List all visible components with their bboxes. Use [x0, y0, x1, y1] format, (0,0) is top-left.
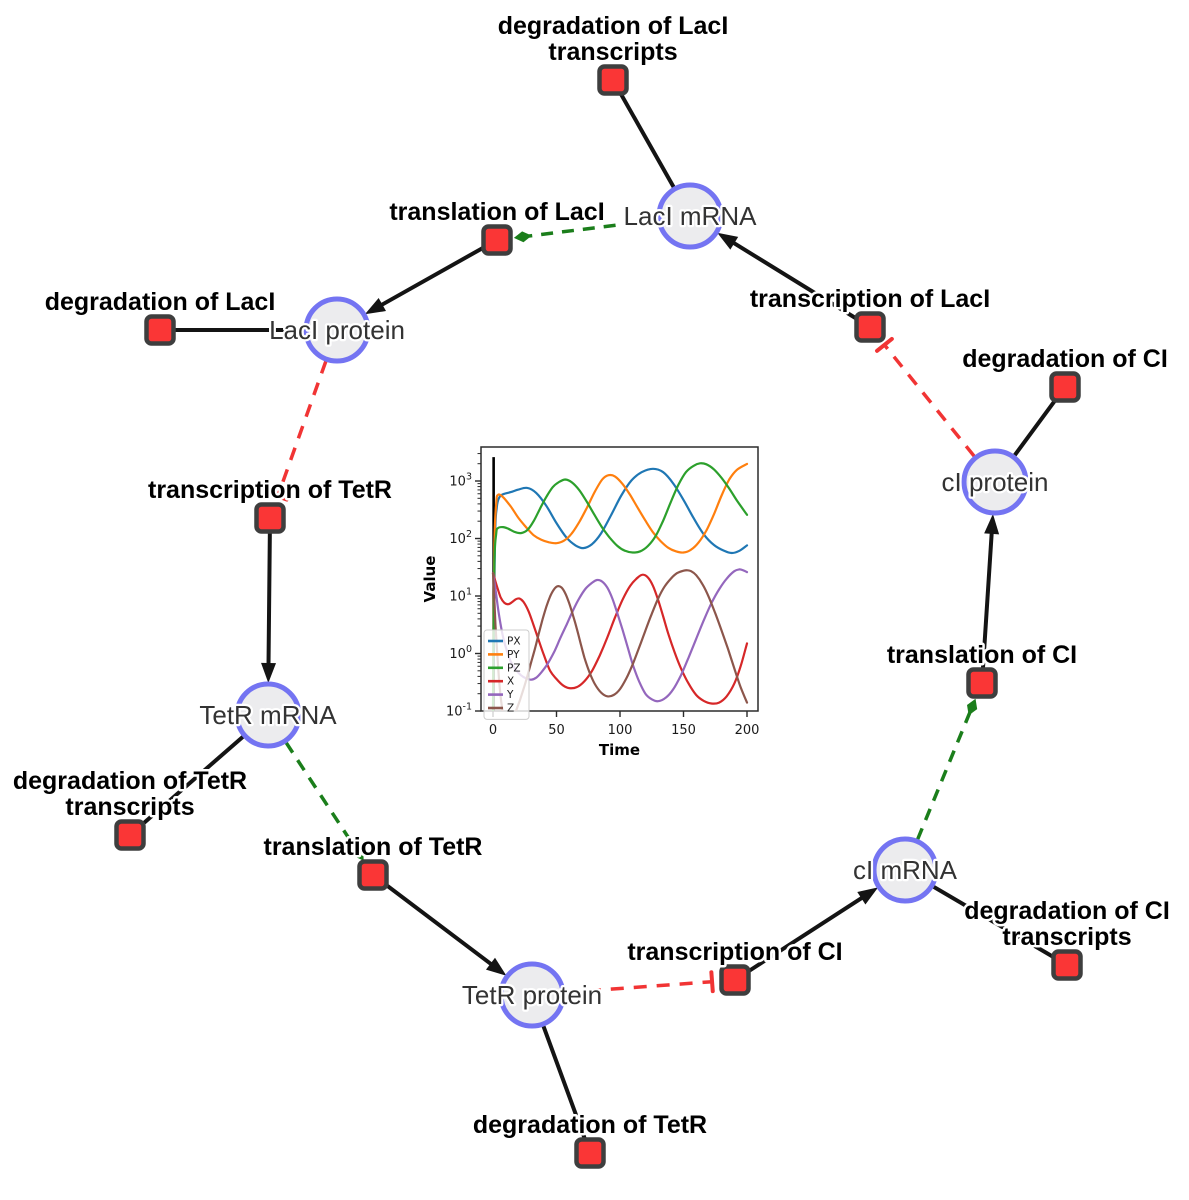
species-node-laci-protein[interactable] — [303, 296, 371, 364]
legend-label-PX: PX — [507, 636, 521, 648]
x-axis-label: Time — [599, 741, 640, 759]
species-node-tetr-protein[interactable] — [498, 961, 566, 1029]
x-tick-label: 150 — [671, 723, 696, 738]
arrowhead-icon — [364, 297, 386, 315]
edges-layer — [139, 91, 1058, 1141]
inhibition-edge--laci-protein--transcription-tetr — [276, 360, 328, 497]
arrowhead-icon — [717, 232, 739, 250]
species-node-ci-protein[interactable] — [961, 448, 1029, 516]
activation-edge--tetr-mrna--translation-tetr — [284, 741, 357, 850]
consumption-edge--ci-protein--deg-ci — [1012, 397, 1058, 458]
arrowhead-icon — [261, 662, 277, 684]
production-edge--transcription-ci--ci-mrna — [745, 894, 867, 975]
consumption-edge--ci-mrna--deg-ci-transcripts — [931, 884, 1056, 960]
reaction-label-deg-tetr: degradation of TetR — [473, 1111, 707, 1139]
reaction-label-translation-ci: translation of CI — [887, 641, 1077, 669]
series-line-PY — [491, 462, 749, 711]
consumption-edge--laci-mrna--deg-laci-transcripts — [618, 91, 676, 190]
production-edge--translation-laci--laci-protein — [376, 245, 487, 309]
activation-edge--ci-mrna--translation-ci — [915, 711, 972, 841]
series-line-PX — [491, 467, 749, 711]
x-tick-label: 50 — [548, 723, 565, 738]
reaction-node-translation-laci[interactable] — [481, 224, 513, 256]
reaction-node-deg-laci[interactable] — [144, 314, 176, 346]
species-label-tetr-protein: TetR protein — [462, 980, 602, 1010]
legend-box — [483, 629, 530, 720]
inhibition-edge--tetr-protein--transcription-ci — [564, 979, 713, 995]
x-tick-label: 0 — [489, 723, 497, 738]
legend-label-PZ: PZ — [507, 662, 521, 674]
reaction-node-transcription-tetr[interactable] — [254, 502, 286, 534]
activation-edge--laci-mrna--translation-laci — [528, 218, 658, 238]
legend-label-PY: PY — [507, 649, 520, 661]
reaction-label-translation-laci: translation of LacI — [389, 198, 604, 226]
species-label-laci-protein: LacI protein — [269, 315, 405, 345]
arrowhead-icon — [485, 957, 507, 976]
species-node-tetr-mrna[interactable] — [234, 681, 302, 749]
reaction-label-deg-tetr-transcripts-line2: transcripts — [65, 793, 194, 821]
legend-label-Z: Z — [507, 703, 514, 715]
y-axis-label: Value — [421, 556, 439, 603]
series-line-X — [491, 572, 749, 705]
legend-label-Y: Y — [506, 689, 514, 701]
series-line-Y — [491, 568, 749, 703]
reaction-node-deg-laci-transcripts[interactable] — [597, 64, 629, 96]
reaction-label-transcription-tetr: transcription of TetR — [148, 476, 392, 504]
y-tick-label: 100 — [449, 644, 472, 662]
species-node-laci-mrna[interactable] — [656, 182, 724, 250]
species-label-ci-protein: cI protein — [942, 467, 1049, 497]
species-label-tetr-mrna: TetR mRNA — [199, 700, 337, 730]
reaction-label-transcription-laci: transcription of LacI — [750, 285, 990, 313]
reaction-label-deg-laci-transcripts-line1: degradation of LacI — [498, 12, 729, 40]
x-tick-label: 100 — [608, 723, 633, 738]
production-edge--transcription-tetr--tetr-mrna — [266, 530, 272, 670]
series-line-PZ — [491, 462, 749, 711]
inset-plot: 0 50 100 150 20010-1100101102103TimeValuePXP… — [421, 446, 760, 759]
reaction-label-translation-tetr: translation of TetR — [264, 833, 483, 861]
arrowhead-icon — [984, 513, 1000, 535]
y-tick-label: 101 — [449, 587, 472, 605]
activation-arrowhead-icon — [967, 698, 978, 716]
inhibition-tee-icon — [709, 970, 715, 994]
nodes-layer — [114, 64, 1083, 1169]
y-tick-label: 10-1 — [446, 702, 472, 720]
reaction-node-translation-tetr[interactable] — [357, 859, 389, 891]
y-tick-label: 102 — [449, 529, 472, 547]
consumption-edge--tetr-mrna--deg-tetr-transcripts — [139, 734, 246, 827]
series-line-Z — [491, 569, 749, 711]
activation-arrowhead-icon — [513, 231, 532, 243]
x-tick-label: 200 — [735, 723, 760, 738]
reaction-node-translation-ci[interactable] — [966, 667, 998, 699]
reaction-node-deg-tetr[interactable] — [574, 1137, 606, 1169]
production-edge--translation-ci--ci-protein — [980, 527, 994, 671]
reaction-label-deg-tetr-transcripts-line1: degradation of TetR — [13, 767, 247, 795]
production-edge--translation-tetr--tetr-protein — [382, 881, 496, 969]
species-label-ci-mrna: cI mRNA — [853, 855, 958, 885]
reaction-node-deg-ci-transcripts[interactable] — [1051, 949, 1083, 981]
y-tick-label: 103 — [449, 472, 472, 490]
consumption-edge--tetr-protein--deg-tetr — [541, 1023, 587, 1141]
legend-label-X: X — [507, 676, 514, 688]
production-edge--transcription-laci--laci-mrna — [728, 239, 860, 322]
species-label-laci-mrna: LacI mRNA — [624, 201, 758, 231]
reaction-label-transcription-ci: transcription of CI — [627, 938, 842, 966]
reaction-label-deg-laci: degradation of LacI — [45, 288, 276, 316]
reaction-label-deg-ci-transcripts-line1: degradation of CI — [964, 897, 1170, 925]
reaction-node-transcription-laci[interactable] — [854, 311, 886, 343]
inhibition-tee-icon — [875, 336, 894, 353]
species-node-ci-mrna[interactable] — [871, 836, 939, 904]
activation-arrowhead-icon — [353, 845, 364, 861]
inhibition-tee-icon — [266, 491, 289, 502]
reaction-label-deg-ci-transcripts-line2: transcripts — [1002, 923, 1131, 951]
reaction-node-transcription-ci[interactable] — [719, 964, 751, 996]
reaction-label-deg-laci-transcripts-line2: transcripts — [548, 38, 677, 66]
reaction-node-deg-ci[interactable] — [1049, 371, 1081, 403]
reaction-label-deg-ci: degradation of CI — [962, 345, 1168, 373]
reaction-node-deg-tetr-transcripts[interactable] — [114, 819, 146, 851]
arrowhead-icon — [857, 887, 879, 905]
inhibition-edge--ci-protein--transcription-laci — [883, 343, 976, 458]
labels-layer: LacI mRNA LacI protein TetR mRNA TetR prote… — [10, 10, 1172, 1142]
